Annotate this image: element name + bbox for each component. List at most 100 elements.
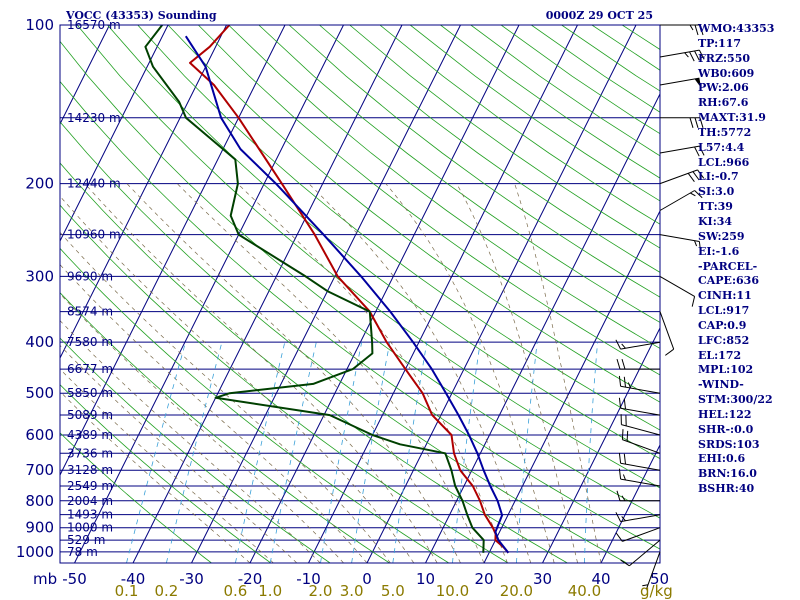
temperature-tick-label: 0: [362, 570, 372, 588]
pressure-tick-label: 500: [25, 384, 54, 402]
dry-adiabat: [76, 25, 660, 489]
isotherm: [483, 209, 660, 563]
pressure-tick-label: 800: [25, 492, 54, 510]
index-item: KI:34: [698, 214, 733, 228]
wind-barb-feather: [691, 296, 696, 307]
wind-barb: [620, 414, 661, 436]
wind-barb-feather: [621, 429, 624, 440]
index-item: LFC:852: [698, 333, 750, 347]
temperature-tick-label: 10: [416, 570, 435, 588]
wind-barb: [620, 539, 661, 567]
moist-adiabat: [60, 391, 251, 563]
temperature-tick-label: -50: [62, 570, 87, 588]
sounding-line-1: [189, 25, 510, 554]
dry-adiabat: [60, 40, 660, 519]
index-item: LI:-0.7: [698, 170, 739, 184]
height-label: 7580 m: [67, 335, 113, 349]
dry-adiabat: [60, 204, 509, 563]
chart-title: VOCC (43353) Sounding: [65, 9, 217, 22]
height-label: 1493 m: [67, 508, 113, 522]
dry-adiabat: [107, 25, 660, 460]
temperature-tick-label: -20: [238, 570, 263, 588]
sounding-line-2: [144, 25, 485, 553]
mixing-ratio-line: [126, 342, 186, 563]
mixing-ratio-label: 5.0: [381, 582, 405, 600]
height-label: 9690 m: [67, 269, 113, 283]
wind-barb-feather: [689, 117, 694, 128]
dry-adiabat: [258, 25, 660, 323]
dry-adiabat: [349, 25, 660, 249]
index-item: CAP:0.9: [698, 318, 747, 332]
dry-adiabat: [60, 292, 390, 563]
wind-barb: [659, 169, 705, 185]
moist-adiabat: [176, 183, 485, 563]
mixing-ratio-label: 20.0: [500, 582, 533, 600]
isotherm: [60, 25, 110, 126]
stability-indices-panel: WMO:43353 TP:117 FRZ:550 WB0:609 PW:2.06 RH:6…: [698, 22, 798, 497]
mixing-ratio-label: 2.0: [309, 582, 333, 600]
index-item: TP:117: [698, 36, 742, 50]
wind-barb-feather: [618, 452, 622, 464]
wind-barb-staff: [659, 49, 700, 58]
mixing-ratio-line: [166, 342, 223, 563]
height-label: 5850 m: [67, 386, 113, 400]
wind-barb-feather: [689, 24, 694, 31]
wind-barb: [659, 234, 702, 252]
wind-barb-feather: [687, 173, 695, 182]
wind-barb-feather: [621, 358, 626, 370]
moist-adiabat: [385, 183, 555, 563]
wind-barb-feather: [616, 490, 621, 501]
height-label: 3736 m: [67, 446, 113, 460]
index-item: STM:300/22: [698, 393, 773, 407]
index-item: WB0:609: [698, 66, 755, 80]
index-item: SI:3.0: [698, 185, 735, 199]
temperature-tick-label: 40: [591, 570, 610, 588]
wind-barb-staff: [659, 311, 675, 350]
pressure-tick-label: 200: [25, 175, 54, 193]
wind-barb-feather: [616, 358, 621, 370]
wind-barb-feather: [620, 559, 630, 567]
wind-barb-feather: [684, 52, 689, 58]
height-label: 5089 m: [67, 408, 113, 422]
wind-barb-feather: [623, 398, 626, 410]
moist-adiabat: [60, 344, 298, 563]
height-label: 78 m: [67, 545, 98, 559]
wind-barb-feather: [698, 145, 705, 156]
wind-barb-feather: [626, 430, 629, 442]
moist-adiabat: [514, 183, 602, 563]
wind-barb: [618, 452, 661, 471]
wind-barb: [660, 24, 704, 36]
wind-barb-feather: [623, 453, 626, 465]
index-item: MPL:102: [698, 363, 754, 377]
moist-adiabat: [60, 195, 415, 563]
index-item: SW:259: [698, 229, 745, 243]
temperature-tick-label: 20: [474, 570, 493, 588]
index-item: SRDS:103: [698, 437, 760, 451]
isotherm: [0, 25, 51, 563]
height-label: 2549 m: [67, 479, 113, 493]
wind-barb-staff: [659, 190, 695, 211]
wind-barb-feather: [690, 192, 696, 197]
wind-barb-feather: [689, 51, 695, 62]
dry-adiabat: [60, 247, 450, 563]
dry-adiabat: [228, 25, 660, 349]
wind-barb-feather: [615, 339, 622, 350]
wind-barb-staff: [659, 77, 700, 86]
wind-barb: [642, 551, 661, 590]
height-label: 14230 m: [67, 111, 121, 125]
wind-barb: [616, 490, 660, 502]
isotherm: [600, 443, 660, 563]
moist-adiabat: [308, 183, 532, 563]
mixing-ratio-label: 40.0: [568, 582, 601, 600]
dry-adiabat: [167, 25, 660, 403]
index-item: EL:172: [698, 348, 742, 362]
wind-barb-feather: [694, 240, 698, 247]
dry-adiabat: [288, 25, 660, 298]
height-label: 16570 m: [67, 18, 121, 32]
height-label: 4389 m: [67, 428, 113, 442]
wind-barb-layer: [615, 24, 705, 590]
wind-barb-feather: [621, 516, 626, 522]
index-item: EHI:0.6: [698, 452, 746, 466]
wind-barb-feather: [618, 375, 622, 387]
